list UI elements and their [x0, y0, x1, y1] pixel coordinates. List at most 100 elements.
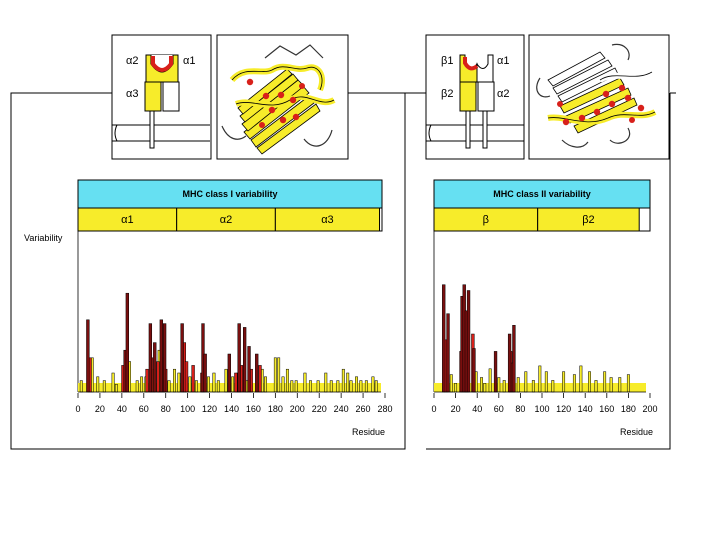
- class2-tick-label-180: 180: [621, 404, 636, 414]
- class1-tick-label-140: 140: [224, 404, 239, 414]
- class1-bar-residue-246: [346, 372, 350, 393]
- class2-tick-label-200: 200: [642, 404, 657, 414]
- class1-b2m-domain: [162, 81, 180, 112]
- class1-tick-label-40: 40: [117, 404, 127, 414]
- class1-bar-residue-3: [79, 380, 83, 393]
- class1-bar-residue-135: [224, 368, 228, 393]
- class1-bar-residue-171: [264, 376, 267, 393]
- class2-bar-residue-136: [579, 365, 583, 393]
- class1-bar-residue-66: [148, 323, 153, 393]
- class2-binding-cleft: [459, 54, 494, 83]
- class1-bar-residue-195: [290, 380, 294, 393]
- class2-bar-residue-65: [502, 380, 506, 393]
- class1-domain-bar: α1 α2 α3: [77, 207, 383, 232]
- class2-label-beta2: β2: [441, 88, 453, 100]
- class1-bar-residue-269: [371, 376, 375, 393]
- class1-bar-residue-119: [207, 376, 210, 393]
- class1-y-axis-label: Variability: [24, 233, 63, 243]
- class1-tick-label-220: 220: [312, 404, 327, 414]
- class2-x-axis: 0 20 40 60 80 100 120 140 160 180 200: [431, 393, 658, 414]
- class2-bar-residue-104: [544, 371, 548, 393]
- class1-tick-label-160: 160: [246, 404, 261, 414]
- class2-tick-label-60: 60: [494, 404, 504, 414]
- class1-bar-residue-207: [303, 372, 307, 393]
- class1-tick-label-80: 80: [161, 404, 171, 414]
- class2-domain-2: [537, 207, 640, 232]
- class1-bar-residue-183: [277, 357, 281, 393]
- class2-bar-residue-78: [516, 377, 520, 393]
- class1-bar-residue-180: [273, 357, 277, 393]
- class1-bar-residue-258: [359, 380, 363, 393]
- class2-label-beta1: β1: [441, 55, 453, 67]
- class1-bar-residue-79: [162, 323, 167, 393]
- class1-domain-label-2: α2: [220, 214, 232, 226]
- class1-bar-residue-116: [203, 353, 207, 393]
- class2-bar-residue-13: [446, 313, 450, 393]
- class2-bar-residue-20: [454, 383, 458, 393]
- class1-bar-residue-242: [341, 368, 345, 393]
- class2-bar-residue-172: [618, 377, 622, 393]
- class1-plot-area: [78, 292, 381, 393]
- class2-header-title: MHC class II variability: [493, 189, 591, 199]
- class2-structure-variable-residues: [557, 84, 645, 126]
- class2-structure-panel: [528, 34, 670, 160]
- class2-plot-area: [434, 284, 646, 393]
- class2-domain-bar: β β2: [433, 207, 651, 232]
- class2-label-alpha2: α2: [497, 88, 509, 100]
- class2-bar-residue-92: [531, 380, 535, 393]
- class2-bar-residue-98: [538, 365, 542, 393]
- class2-x-axis-label: Residue: [620, 427, 653, 437]
- class1-header-bar: [77, 179, 383, 209]
- class2-bar-residue-110: [551, 380, 555, 393]
- class1-bar-residue-212: [308, 380, 312, 393]
- class1-bar-residue-99: [184, 361, 189, 393]
- class2-bar-residue-32: [466, 290, 471, 393]
- class1-tick-label-60: 60: [139, 404, 149, 414]
- class1-binding-cleft: [145, 54, 179, 83]
- class2-bar-residue-16: [449, 374, 453, 393]
- class2-bar-residue-37: [472, 348, 476, 393]
- class1-bar-residue-219: [316, 380, 320, 393]
- class2-schematic-panel: β1 α1 β2 α2: [425, 34, 525, 160]
- class2-bar-residue-130: [572, 374, 576, 393]
- class1-bar-residue-199: [294, 380, 298, 393]
- class1-bar-residue-92: [177, 372, 181, 393]
- class1-bar-residue-9: [86, 319, 90, 393]
- class1-domain-label-3: α3: [321, 214, 333, 226]
- class1-x-axis-label: Residue: [352, 427, 385, 437]
- class1-bar-residue-124: [212, 372, 216, 393]
- class1-bar-residue-45: [125, 292, 129, 393]
- class1-domain-label-1: α1: [121, 214, 133, 226]
- class2-domain-label-2: β2: [582, 214, 594, 226]
- class2-tick-label-140: 140: [578, 404, 593, 414]
- class1-bar-residue-226: [324, 372, 328, 393]
- class1-bar-residue-88: [173, 368, 176, 393]
- class2-tick-label-160: 160: [599, 404, 614, 414]
- class1-bar-residue-128: [216, 380, 220, 393]
- class2-tick-label-40: 40: [472, 404, 482, 414]
- class2-bar-residue-180: [626, 374, 630, 393]
- outer-frame: [10, 92, 676, 450]
- class2-tick-label-0: 0: [431, 404, 436, 414]
- class1-bar-residue-166: [258, 365, 262, 393]
- class2-bar-residue-120: [562, 371, 566, 393]
- class1-bar-residue-191: [285, 368, 289, 393]
- class1-structure-variable-residues: [246, 78, 305, 128]
- class1-bar-residue-83: [167, 380, 171, 393]
- class1-domain-3: [274, 207, 381, 232]
- class1-bar-residue-73: [156, 361, 160, 393]
- class1-tick-label-120: 120: [202, 404, 217, 414]
- class2-bar-residue-144: [588, 371, 591, 393]
- class2-label-alpha1: α1: [497, 55, 509, 67]
- class1-alpha3-domain: [144, 81, 162, 112]
- class2-chart: MHC class II variability β β2 0 20 40 60 80 10…: [431, 179, 658, 437]
- class1-bar-residue-147: [237, 323, 241, 393]
- class2-bar-residue-57: [493, 351, 498, 393]
- class1-bar-residue-70: [153, 342, 157, 393]
- class1-bar-residue-63: [145, 368, 149, 393]
- class2-bar-residue-60: [497, 377, 501, 393]
- class1-bar-residue-32: [111, 372, 115, 393]
- class1-bar-residue-138: [227, 353, 231, 393]
- class1-bar-residue-152: [243, 327, 247, 393]
